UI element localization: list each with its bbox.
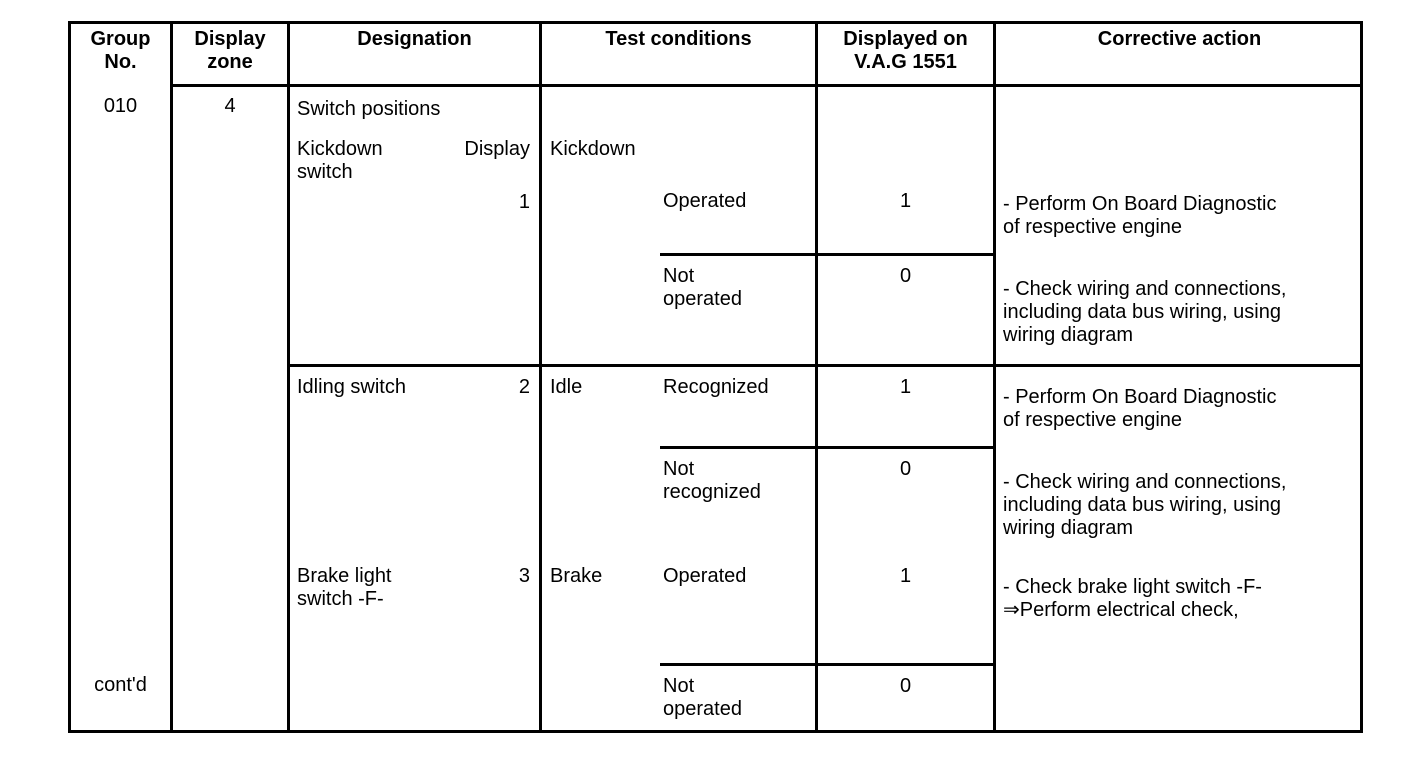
state-divider-3 [660, 663, 993, 666]
header-cell-group-no: Group No. [71, 28, 170, 74]
designation-brake-line2: switch -F- [297, 588, 384, 610]
table-outer-border [68, 21, 1363, 733]
displayed-value-6: 0 [899, 675, 912, 697]
designation-brake-zone: 3 [518, 565, 530, 587]
header-group-line1: Group [90, 28, 151, 50]
corrective-line: of respective engine [1003, 409, 1183, 431]
header-displayed-line2: V.A.G 1551 [854, 51, 957, 73]
corrective-action-2: - Check wiring and connections, includin… [1003, 278, 1286, 347]
designation-kickdown-zone: 1 [518, 191, 530, 213]
state-divider-2 [660, 446, 993, 449]
displayed-value-5: 1 [899, 565, 912, 587]
corrective-line: - Check wiring and connections, [1003, 278, 1287, 300]
test-condition-kickdown: Kickdown [550, 138, 636, 160]
corrective-line: of respective engine [1003, 216, 1183, 238]
designation-idling-zone: 2 [518, 376, 530, 398]
column-divider-zone [287, 21, 290, 733]
corrective-line: ⇒Perform electrical check, [1003, 599, 1239, 621]
test-condition-brake: Brake [550, 565, 603, 587]
state-line: Operated [663, 190, 747, 212]
designation-title: Switch positions [297, 98, 441, 120]
state-brake-not-operated: Not operated [663, 675, 742, 721]
designation-kickdown-line1: Kickdown Display [297, 138, 530, 161]
header-zone-line2: zone [207, 51, 253, 73]
designation-brake-line1: Brake light 3 [297, 565, 530, 588]
designation-kickdown-line2: switch [297, 161, 353, 183]
header-bottom-rule [170, 84, 1363, 87]
state-line: Not [663, 458, 695, 480]
state-idle-not-recognized: Not recognized [663, 458, 761, 504]
column-divider-displayed [993, 21, 996, 733]
corrective-line: wiring diagram [1003, 324, 1134, 346]
state-line: Recognized [663, 376, 769, 398]
state-line: operated [663, 288, 742, 310]
corrective-line: - Perform On Board Diagnostic [1003, 386, 1277, 408]
state-line: Not [663, 675, 695, 697]
designation-kickdown-name: Kickdown [297, 138, 383, 160]
column-divider-group [170, 21, 173, 733]
designation-idling-name: Idling switch [297, 376, 406, 398]
corrective-line: - Perform On Board Diagnostic [1003, 193, 1277, 215]
designation-kickdown-display-label: Display [464, 138, 530, 160]
header-cell-designation: Designation [357, 28, 472, 50]
corrective-action-5: - Check brake light switch -F- ⇒Perform … [1003, 576, 1262, 622]
corrective-line: - Check wiring and connections, [1003, 471, 1287, 493]
test-condition-idle: Idle [550, 376, 583, 398]
header-cell-corrective-action: Corrective action [1097, 28, 1262, 50]
displayed-value-1: 1 [899, 190, 912, 212]
state-line: Not [663, 265, 695, 287]
contd-label: cont'd [94, 674, 147, 696]
corrective-line: wiring diagram [1003, 517, 1134, 539]
state-line: Operated [663, 565, 747, 587]
section-divider-idling [287, 364, 1363, 367]
corrective-line: - Check brake light switch -F- [1003, 576, 1262, 598]
corrective-action-4: - Check wiring and connections, includin… [1003, 471, 1286, 540]
designation-idling: Idling switch 2 [297, 376, 530, 399]
group-no-value: 010 [103, 95, 138, 117]
displayed-value-2: 0 [899, 265, 912, 287]
header-zone-line1: Display [194, 28, 266, 50]
displayed-value-4: 0 [899, 458, 912, 480]
corrective-action-3: - Perform On Board Diagnostic of respect… [1003, 386, 1276, 432]
state-kickdown-operated: Operated [663, 190, 746, 213]
header-cell-display-zone: Display zone [173, 28, 287, 74]
designation-brake-name: Brake light [297, 565, 392, 587]
header-cell-test-conditions: Test conditions [605, 28, 752, 50]
corrective-line: including data bus wiring, using [1003, 301, 1281, 323]
header-group-line2: No. [104, 51, 137, 73]
corrective-line: including data bus wiring, using [1003, 494, 1281, 516]
state-divider-1 [660, 253, 993, 256]
header-displayed-line1: Displayed on [843, 28, 968, 50]
state-line: operated [663, 698, 742, 720]
header-cell-displayed-on: Displayed on V.A.G 1551 [818, 28, 993, 74]
state-brake-operated: Operated [663, 565, 746, 588]
state-line: recognized [663, 481, 761, 503]
display-zone-value: 4 [224, 95, 236, 117]
displayed-value-3: 1 [899, 376, 912, 398]
state-kickdown-not-operated: Not operated [663, 265, 742, 311]
column-divider-designation [539, 21, 542, 733]
column-divider-test [815, 21, 818, 733]
corrective-action-1: - Perform On Board Diagnostic of respect… [1003, 193, 1276, 239]
state-idle-recognized: Recognized [663, 376, 769, 399]
